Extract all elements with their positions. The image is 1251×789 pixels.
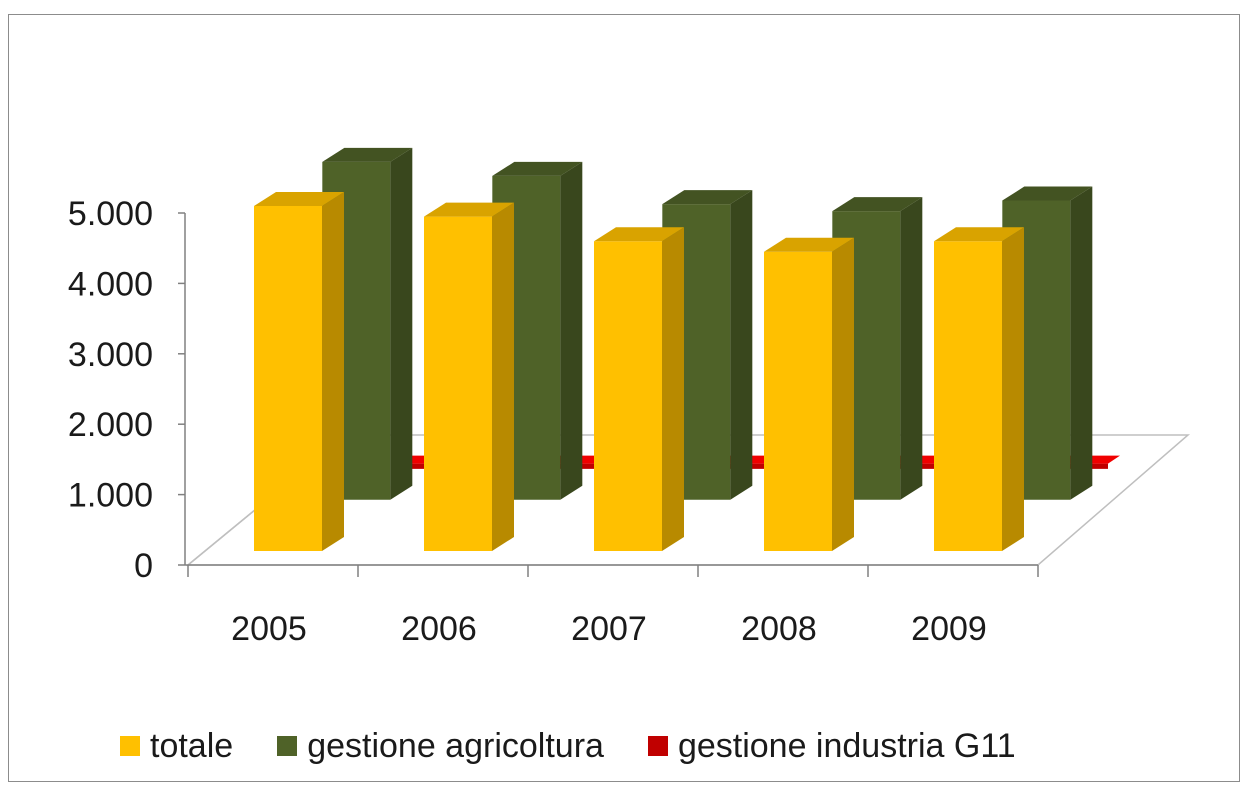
legend-label-gestione-agricoltura: gestione agricoltura [307,726,604,765]
legend-item-totale: totale [120,727,233,766]
bar-side-gestione-agricoltura-2005 [390,147,413,500]
legend-item-gestione-agricoltura: gestione agricoltura [277,727,604,766]
legend-swatch-gestione-agricoltura [277,736,298,756]
y-tick-label: 1.000 [68,477,153,515]
x-tick-label-2009: 2009 [911,610,987,648]
x-tick-label-2005: 2005 [231,610,307,648]
bar-totale-2005 [254,206,322,552]
legend-label-totale: totale [150,726,234,765]
x-tick-label-2007: 2007 [571,610,647,648]
bar-side-gestione-agricoltura-2007 [730,190,753,500]
bar-totale-2009 [934,241,1002,552]
bar-top-gestione-agricoltura-2005 [322,147,413,162]
bar-top-totale-2008 [764,237,854,252]
bar-top-totale-2005 [254,192,344,207]
x-tick-label-2006: 2006 [401,610,477,648]
bar-top-gestione-agricoltura-2006 [492,161,583,176]
bar-side-totale-2009 [1002,227,1024,552]
bar-top-gestione-agricoltura-2009 [1002,186,1093,201]
x-tick-label-2008: 2008 [741,610,817,648]
y-tick-label: 5.000 [68,195,153,233]
y-tick-label: 2.000 [68,406,153,444]
y-tick-label: 3.000 [68,336,153,374]
legend-item-gestione-industria: gestione industria G11 [647,726,1016,766]
bar-totale-2007 [594,241,662,552]
legend: totale gestione agricoltura gestione ind… [120,722,1060,770]
bar-side-totale-2005 [322,192,344,552]
bar-side-totale-2008 [832,237,854,552]
bar-top-totale-2006 [424,202,514,217]
bar-side-gestione-agricoltura-2008 [900,197,923,500]
bar-top-totale-2009 [934,227,1024,242]
y-tick-label: 0 [134,547,153,585]
bar-side-totale-2007 [662,227,684,552]
bar-totale-2008 [764,251,832,552]
bar-top-gestione-agricoltura-2008 [832,197,923,212]
bar-side-gestione-agricoltura-2006 [560,161,583,500]
bar-side-gestione-agricoltura-2009 [1070,186,1093,500]
legend-label-gestione-industria: gestione industria G11 [677,726,1016,765]
y-tick-label: 4.000 [68,265,153,303]
legend-swatch-totale [120,736,140,756]
bar-top-totale-2007 [594,227,684,242]
bar-totale-2006 [424,216,492,551]
bar-top-gestione-agricoltura-2007 [662,190,753,205]
legend-swatch-gestione-industria [647,736,668,756]
bar-side-totale-2006 [492,202,514,551]
